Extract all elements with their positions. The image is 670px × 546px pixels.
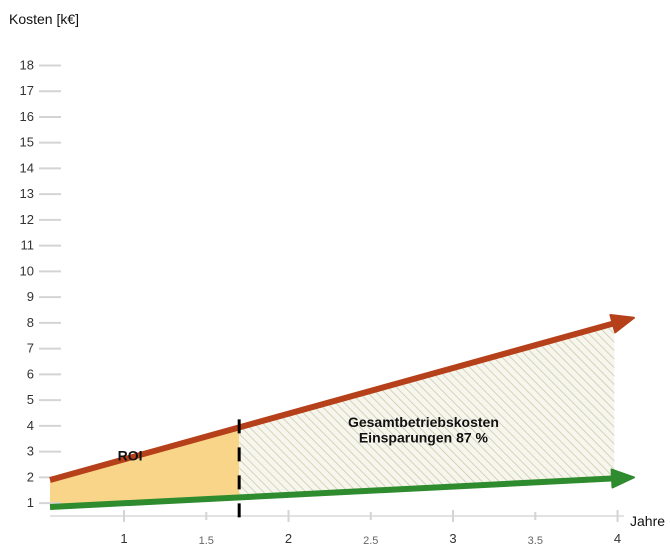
y-tick-label-7: 7 [27, 341, 34, 356]
x-tick-label-3: 3 [449, 531, 456, 546]
x-tick-label-4: 4 [614, 531, 621, 546]
y-tick-label-3: 3 [27, 444, 34, 459]
y-tick-label-8: 8 [27, 315, 34, 330]
y-tick-label-18: 18 [20, 57, 34, 72]
x-minor-tick-label-1.5: 1.5 [199, 535, 214, 546]
chart-lines [49, 313, 635, 518]
y-tick-label-13: 13 [20, 186, 34, 201]
y-tick-label-4: 4 [27, 418, 34, 433]
y-tick-label-1: 1 [27, 495, 34, 510]
x-axis-title: Jahre [630, 513, 665, 529]
y-tick-label-12: 12 [20, 212, 34, 227]
y-tick-label-14: 14 [20, 160, 34, 175]
x-minor-tick-label-2.5: 2.5 [363, 535, 378, 546]
series-arrow-0 [609, 313, 635, 334]
x-minor-tick-label-3.5: 3.5 [528, 535, 543, 546]
x-tick-label-2: 2 [285, 531, 292, 546]
series-arrow-1 [610, 468, 635, 489]
chart-labels: Kosten [k€] Jahre ROI Gesamtbetriebskost… [9, 11, 665, 529]
y-axis-title: Kosten [k€] [9, 11, 79, 27]
y-tick-label-17: 17 [20, 83, 34, 98]
y-tick-label-15: 15 [20, 135, 34, 150]
chart-regions [50, 323, 615, 507]
roi-label: ROI [118, 448, 143, 464]
series-line-0 [49, 320, 616, 483]
y-tick-label-9: 9 [27, 289, 34, 304]
y-tick-label-10: 10 [20, 263, 34, 278]
y-tick-label-11: 11 [21, 238, 35, 253]
y-tick-label-16: 16 [20, 109, 34, 124]
tco-label: Gesamtbetriebskosten [348, 414, 499, 430]
y-tick-label-2: 2 [27, 469, 34, 484]
region-1 [239, 323, 615, 498]
series-line-1 [49, 475, 615, 510]
x-tick-label-1: 1 [120, 531, 127, 546]
y-tick-label-6: 6 [27, 366, 34, 381]
region-0 [50, 427, 240, 507]
y-tick-label-5: 5 [27, 392, 34, 407]
savings-label: Einsparungen 87 % [359, 430, 489, 446]
